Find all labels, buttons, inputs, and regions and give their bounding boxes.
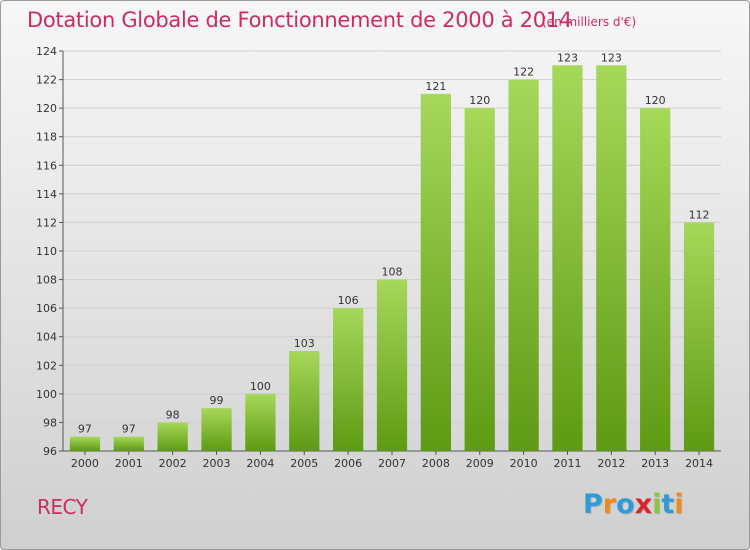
x-tick-label: 2010 [510,457,538,470]
bar-2001 [113,436,144,451]
bar-2000 [69,436,101,451]
logo-letter: r [602,489,617,520]
unit-note: (en milliers d'€) [542,15,637,29]
y-tick-label: 112 [36,216,57,229]
x-tick-label: 2006 [334,457,362,470]
y-tick-label: 110 [36,245,57,258]
data-label: 122 [513,66,534,79]
data-label: 97 [122,423,136,436]
y-tick-label: 118 [36,131,57,144]
y-tick-label: 106 [36,302,57,315]
data-label: 120 [645,94,666,107]
logo-letter: i [674,489,684,520]
bar-2002 [157,422,188,451]
bar-2004 [245,393,276,451]
bars [69,65,715,452]
x-tick-label: 2003 [203,457,231,470]
data-label: 98 [166,408,180,421]
x-tick-label: 2000 [71,457,99,470]
y-tick-label: 120 [36,102,57,115]
data-label: 112 [689,208,710,221]
bar-2009 [464,108,495,452]
data-label: 97 [78,423,92,436]
data-label: 120 [469,94,490,107]
y-tick-label: 122 [36,74,57,87]
x-tick-label: 2013 [641,457,669,470]
bar-2013 [640,108,671,452]
x-tick-label: 2005 [290,457,318,470]
data-label: 99 [210,394,224,407]
bar-2012 [596,65,627,452]
bar-2005 [289,351,320,451]
bar-2003 [201,408,232,451]
x-tick-label: 2012 [597,457,625,470]
logo-letter: t [661,489,675,520]
x-tick-label: 2009 [466,457,494,470]
y-tick-label: 102 [36,359,57,372]
data-label: 123 [601,51,622,64]
y-tick-label: 96 [43,445,57,458]
x-tick-label: 2008 [422,457,450,470]
commune-name: RECY [37,495,88,519]
x-tick-label: 2002 [159,457,187,470]
data-label: 108 [382,266,403,279]
x-tick-label: 2014 [685,457,713,470]
bar-2010 [508,79,539,452]
logo-letter: x [634,489,653,520]
bar-2007 [376,279,408,451]
x-tick-label: 2011 [553,457,581,470]
y-tick-label: 108 [36,274,57,287]
y-tick-label: 114 [36,188,57,201]
x-tick-label: 2004 [246,457,274,470]
bar-2011 [552,65,583,452]
logo-letter: i [652,489,662,520]
y-tick-label: 104 [36,331,57,344]
y-tick-label: 100 [36,388,57,401]
data-label: 106 [338,294,359,307]
y-tick-label: 116 [36,159,57,172]
logo-letter: P [583,489,603,520]
proxiti-logo[interactable]: Proxiti [583,489,684,520]
x-tick-label: 2007 [378,457,406,470]
data-label: 103 [294,337,315,350]
data-label: 121 [425,80,446,93]
logo-letter: o [616,489,635,520]
y-tick-label: 98 [43,416,57,429]
data-label: 100 [250,380,271,393]
bar-2014 [683,222,715,451]
bar-2008 [420,93,452,451]
data-label: 123 [557,51,578,64]
bar-2006 [332,308,364,451]
chart-title: Dotation Globale de Fonctionnement de 20… [27,8,572,32]
x-tick-label: 2001 [115,457,143,470]
data-labels: 97 97 98 99 100 103 106 108 121 120 122 123 123 120 11… [78,51,710,435]
y-tick-label: 124 [36,45,57,58]
